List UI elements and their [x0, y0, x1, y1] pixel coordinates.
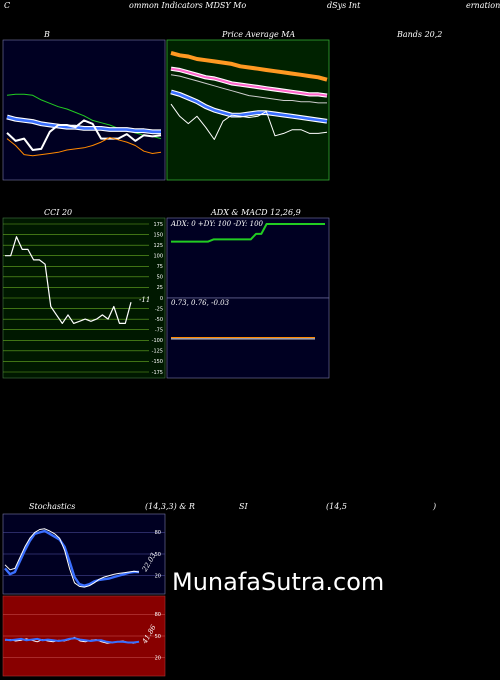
- header-c: C: [4, 1, 11, 10]
- series-line-0: [4, 529, 139, 587]
- series-line-0: [170, 50, 328, 82]
- stochastics-label: Stochastics: [29, 502, 76, 511]
- rsi-tick-label: 50: [155, 634, 161, 640]
- header-title-2: dSys Int: [327, 1, 361, 10]
- rsi-tick-label: 80: [155, 612, 161, 618]
- cci-tick-label: -75: [155, 328, 163, 334]
- series-line-1: [4, 528, 140, 588]
- closing-paren-label: ): [433, 502, 437, 511]
- moving-averages-chart: [166, 39, 330, 181]
- rsi-label: SI: [239, 502, 248, 511]
- series-line-2: [170, 74, 327, 104]
- cci-tick-label: 50: [157, 275, 163, 281]
- series-line-1: [170, 67, 328, 97]
- series-line-2: [6, 119, 162, 151]
- adx-chart: ADX: 0 +DY: 100 -DY: 100: [166, 217, 330, 299]
- cci-tick-label: -125: [152, 349, 163, 355]
- price-average-label: Price Average MA: [222, 30, 296, 39]
- macd-readout: 0.73, 0.76, -0.03: [171, 299, 230, 307]
- stoch-tick-label: 20: [155, 573, 161, 579]
- series-line-1: [4, 637, 140, 644]
- stochastics-panel: 80 50 20 22.03: [2, 513, 166, 595]
- cci-tick-label: 100: [153, 254, 163, 260]
- macd-chart: 0.73, 0.76, -0.03: [166, 297, 330, 379]
- cci-tick-label: -100: [152, 338, 163, 344]
- header-title-3: ernationa: [466, 1, 500, 10]
- bollinger-label: B: [44, 30, 50, 39]
- watermark: MunafaSutra.com: [172, 568, 385, 596]
- cci-panel: 175 150 125 100 75 50 25 0 -25 -50 -75 -100 -125 -150…: [2, 217, 166, 379]
- series-line-0: [171, 223, 325, 243]
- cci-tick-label: 75: [157, 264, 163, 270]
- rsi-panel: 80 50 20 41.86: [2, 595, 166, 677]
- adx-panel: ADX: 0 +DY: 100 -DY: 100: [166, 217, 330, 299]
- cci-tick-label: -150: [152, 359, 163, 365]
- cci-tick-label: 125: [153, 243, 163, 249]
- rsi-params-label: (14,5: [326, 502, 347, 511]
- adx-macd-label: ADX & MACD 12,26,9: [211, 208, 301, 217]
- rsi-tick-label: 20: [155, 655, 161, 661]
- series-line-3: [6, 137, 162, 157]
- moving-averages-panel: [166, 39, 330, 181]
- series-line-0: [5, 236, 132, 325]
- cci-tick-label: -175: [152, 370, 163, 376]
- bollinger-chart: [2, 39, 166, 181]
- cci-chart: 175 150 125 100 75 50 25 0 -25 -50 -75 -100 -125 -150…: [2, 217, 166, 379]
- macd-panel: 0.73, 0.76, -0.03: [166, 297, 330, 379]
- cci-tick-label: 150: [153, 232, 163, 238]
- cci-tick-label: 175: [153, 222, 163, 228]
- cci-tick-label: 0: [160, 296, 163, 302]
- stoch-params-label: (14,3,3) & R: [145, 502, 195, 511]
- series-line-4: [170, 103, 328, 140]
- cci-label: CCI 20: [44, 208, 73, 217]
- cci-tick-label: -25: [155, 306, 163, 312]
- adx-readout: ADX: 0 +DY: 100 -DY: 100: [170, 220, 264, 228]
- series-line-1: [6, 115, 161, 134]
- bands-label: Bands 20,2: [397, 30, 443, 39]
- bollinger-panel: [2, 39, 166, 181]
- cci-last-value: -11: [139, 296, 150, 304]
- cci-tick-label: -50: [155, 317, 163, 323]
- cci-tick-label: 25: [157, 285, 163, 291]
- series-line-3: [170, 90, 328, 123]
- stoch-tick-label: 80: [155, 530, 161, 536]
- header-title-1: ommon Indicators MDSY Mo: [129, 1, 247, 10]
- stoch-tick-label: 50: [155, 552, 161, 558]
